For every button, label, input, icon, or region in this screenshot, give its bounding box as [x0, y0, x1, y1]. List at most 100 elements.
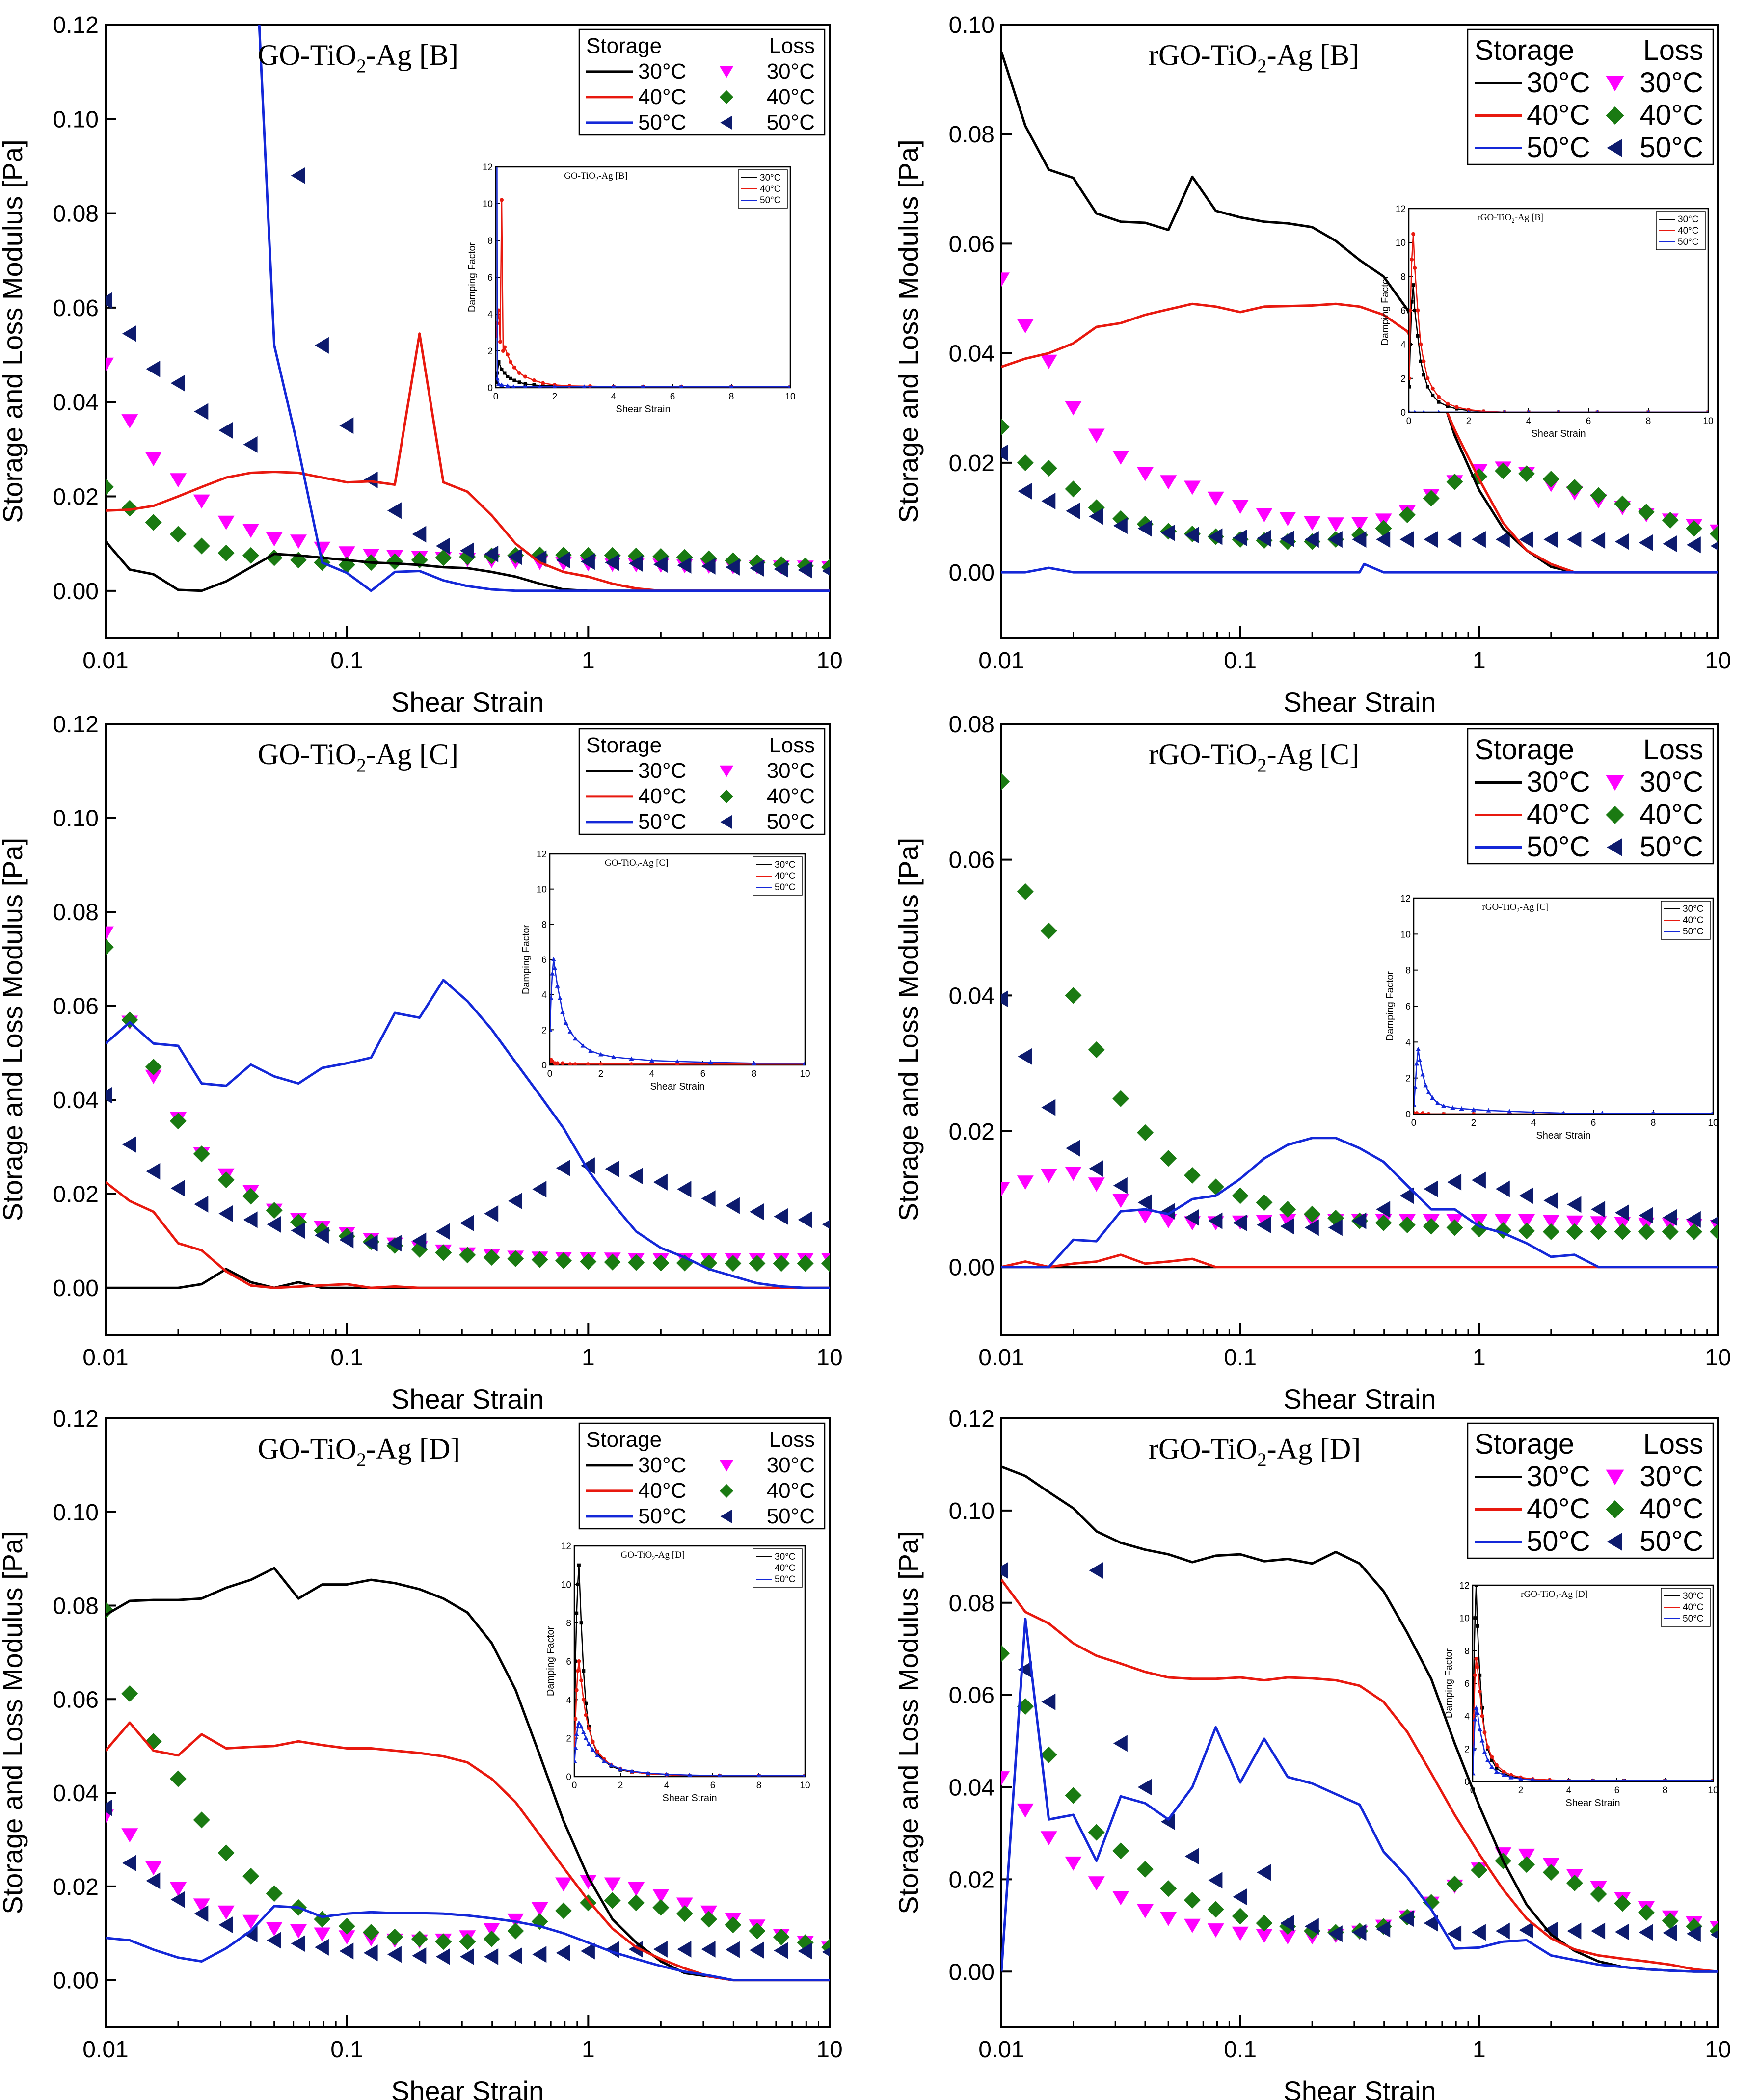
inset-point	[588, 1048, 593, 1053]
legend-loss-label: 30°C	[767, 59, 815, 83]
inset-title: GO-TiO2-Ag [D]	[621, 1550, 685, 1562]
loss-point	[1591, 1922, 1606, 1940]
inset-y-tick-label: 6	[487, 273, 493, 283]
inset-y-tick-label: 12	[1400, 894, 1411, 904]
loss-point	[1160, 1813, 1175, 1830]
loss-point	[1519, 1921, 1533, 1939]
inset-point	[512, 378, 516, 382]
loss-point	[725, 1255, 742, 1272]
inset-point	[729, 384, 733, 388]
legend-marker-swatch	[1606, 1500, 1624, 1518]
inset-y-axis-label: Damping Factor	[467, 242, 478, 313]
legend-marker-swatch	[1606, 1469, 1624, 1486]
inset-point	[583, 1735, 589, 1740]
loss-point	[339, 417, 354, 434]
inset-point	[509, 360, 512, 364]
loss-point	[170, 374, 185, 392]
loss-point	[1423, 1218, 1440, 1235]
loss-point	[145, 1861, 162, 1875]
loss-point	[726, 558, 740, 576]
loss-point	[1018, 1661, 1032, 1678]
inset-y-tick-label: 12	[483, 162, 493, 173]
loss-point	[217, 1844, 235, 1861]
inset-point	[1502, 1770, 1506, 1774]
x-axis-label: Shear Strain	[391, 1383, 544, 1414]
loss-point	[266, 1202, 283, 1219]
inset-point	[1651, 1111, 1655, 1114]
inset-point	[609, 1762, 614, 1767]
loss-point	[1351, 517, 1368, 531]
y-tick-label: 0.02	[949, 1119, 994, 1145]
loss-point	[1566, 1874, 1583, 1891]
loss-point	[1446, 1219, 1463, 1236]
loss-point	[1639, 1207, 1653, 1224]
inset-point	[579, 1678, 584, 1683]
loss-point	[1207, 491, 1224, 506]
loss-point	[1376, 531, 1391, 548]
loss-point	[1662, 1223, 1679, 1240]
inset-x-tick-label: 10	[1703, 416, 1713, 426]
loss-point	[628, 1168, 643, 1185]
loss-point	[242, 547, 259, 564]
inset-point	[532, 378, 536, 382]
inset-point	[1416, 334, 1420, 338]
loss-point	[1137, 1124, 1154, 1141]
legend-loss-header: Loss	[769, 733, 815, 757]
loss-point	[412, 526, 427, 543]
x-axis-label: Shear Strain	[1283, 1383, 1436, 1414]
inset-point	[553, 384, 557, 388]
loss-point	[1001, 444, 1008, 461]
loss-point	[1112, 1891, 1129, 1906]
inset-point	[612, 384, 616, 388]
loss-point	[266, 1922, 283, 1936]
inset-chart: 0 2 4 6 8 10 12 0 2 4 6 8 10 Shear Strain Damping Fact…	[1444, 1581, 1719, 1808]
inset-y-tick-label: 2	[1464, 1744, 1470, 1754]
legend-box	[1467, 1422, 1714, 1559]
inset-chart: 0 2 4 6 8 10 12 0 2 4 6 8 10 Shear Strain Damping Fact…	[467, 162, 796, 415]
inset-point	[1472, 1112, 1476, 1114]
y-tick-label: 0.08	[53, 201, 99, 227]
loss-point	[1001, 419, 1010, 436]
y-tick-label: 0.04	[53, 1088, 99, 1114]
legend-marker-swatch	[719, 1460, 734, 1472]
loss-series-50c	[1001, 1562, 1718, 1942]
inset-point	[523, 374, 527, 379]
loss-point	[1519, 1187, 1533, 1204]
inset-point	[1413, 410, 1416, 412]
inset-x-tick-label: 8	[1651, 1118, 1656, 1128]
y-tick-label: 0.04	[53, 390, 99, 416]
loss-point	[750, 559, 764, 577]
inset-point	[560, 1010, 565, 1014]
inset-point	[1548, 1778, 1552, 1781]
loss-point	[1257, 530, 1271, 547]
loss-point	[1280, 531, 1294, 547]
loss-point	[1040, 1831, 1057, 1846]
storage-line-50c	[1001, 562, 1718, 574]
inset-point	[757, 1773, 761, 1777]
inset-point	[1480, 1706, 1484, 1710]
legend-marker-swatch	[720, 815, 732, 829]
storage-line-30c	[1001, 52, 1718, 574]
x-axis-label: Shear Strain	[1283, 2075, 1436, 2100]
loss-point	[1304, 1918, 1319, 1935]
loss-point	[1591, 1201, 1606, 1218]
storage-line-50c	[1001, 1137, 1718, 1269]
legend-marker-swatch	[1607, 838, 1622, 856]
loss-point	[1686, 520, 1703, 537]
loss-point	[1279, 1930, 1296, 1945]
legend-storage-label: 50°C	[638, 110, 686, 134]
inset-point	[517, 371, 521, 375]
loss-point	[314, 1927, 331, 1942]
inset-point	[1480, 1714, 1484, 1718]
inset-point	[1411, 283, 1415, 287]
storage-line-40c	[106, 1181, 830, 1289]
loss-point	[1207, 1923, 1224, 1938]
loss-point	[774, 1208, 788, 1225]
loss-point	[1328, 1219, 1343, 1236]
inset-point	[1490, 1755, 1494, 1759]
legend-marker-swatch	[1607, 138, 1622, 157]
inset-point	[574, 1659, 577, 1663]
legend-loss-label: 50°C	[1639, 132, 1703, 163]
inset-legend-label: 50°C	[760, 195, 780, 206]
